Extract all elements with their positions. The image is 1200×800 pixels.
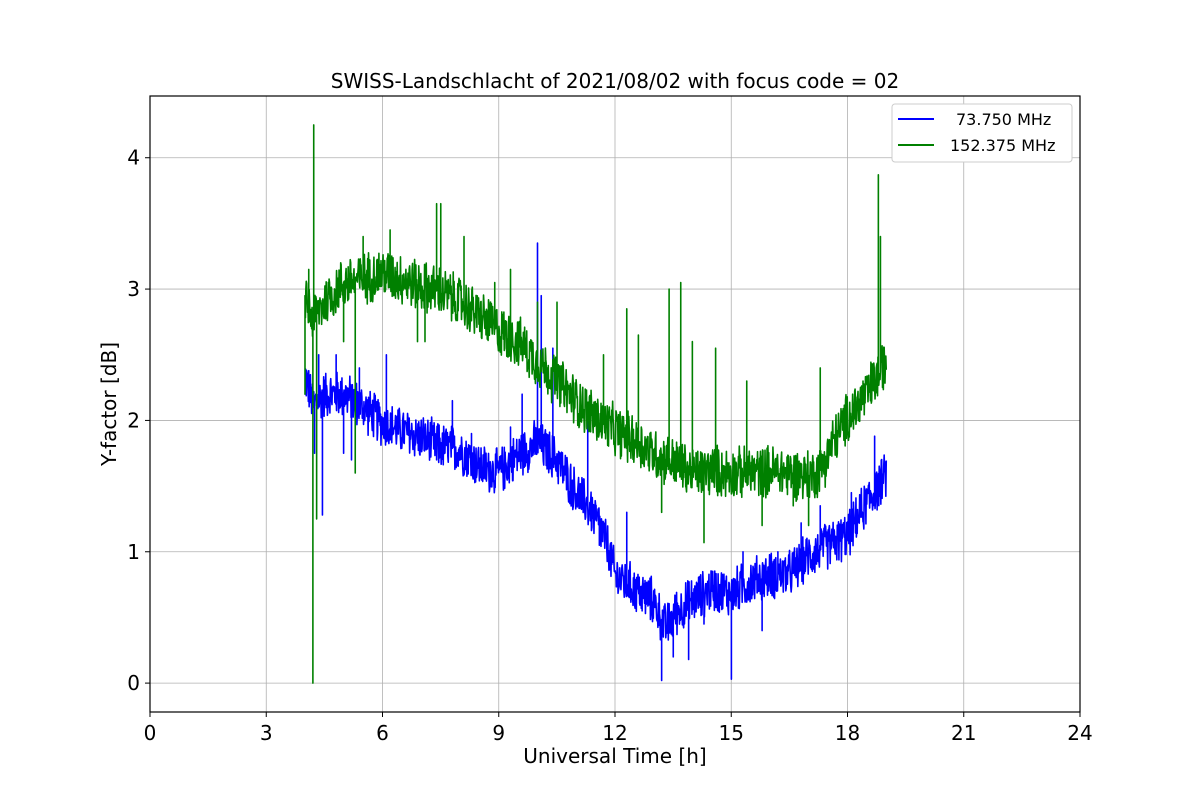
x-tick-label: 24 — [1067, 721, 1092, 745]
y-axis-label: Y-factor [dB] — [97, 342, 121, 467]
legend-box — [891, 103, 1073, 163]
legend-label-152-375: 152.375 MHz — [950, 136, 1055, 155]
y-tick-label: 4 — [127, 146, 140, 170]
y-axis: 0 1 2 3 4 — [127, 146, 150, 695]
x-tick-label: 9 — [492, 721, 505, 745]
x-axis: 0 3 6 9 12 15 18 21 24 — [144, 712, 1093, 745]
y-tick-label: 0 — [127, 671, 140, 695]
legend: 73.750 MHz 152.375 MHz — [891, 103, 1073, 163]
x-tick-label: 18 — [835, 721, 860, 745]
series-layer — [304, 124, 888, 684]
x-axis-label: Universal Time [h] — [523, 744, 706, 768]
series-line-0 — [304, 242, 888, 682]
y-tick-label: 2 — [127, 408, 140, 432]
x-tick-label: 12 — [602, 721, 627, 745]
x-tick-label: 15 — [719, 721, 744, 745]
y-tick-label: 3 — [127, 277, 140, 301]
series-line-1 — [304, 124, 888, 684]
chart-title: SWISS-Landschlacht of 2021/08/02 with fo… — [331, 69, 899, 93]
legend-label-73-750: 73.750 MHz — [956, 110, 1051, 129]
x-tick-label: 0 — [144, 721, 157, 745]
y-tick-label: 1 — [127, 540, 140, 564]
x-tick-label: 3 — [260, 721, 273, 745]
gridlines — [149, 96, 1081, 712]
x-tick-label: 21 — [951, 721, 976, 745]
x-tick-label: 6 — [376, 721, 389, 745]
